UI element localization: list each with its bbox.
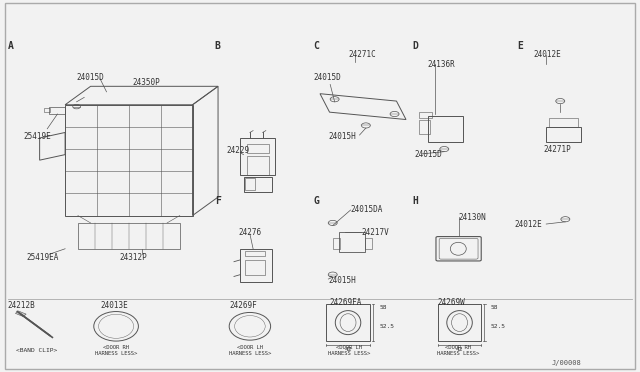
Bar bbox=[49, 107, 65, 114]
Text: 24217V: 24217V bbox=[362, 228, 389, 237]
Text: 24015H: 24015H bbox=[328, 276, 356, 285]
Text: 24271C: 24271C bbox=[349, 51, 376, 60]
Text: F: F bbox=[215, 196, 221, 206]
Text: C: C bbox=[314, 41, 319, 51]
Text: 24015H: 24015H bbox=[328, 132, 356, 141]
Bar bbox=[78, 223, 180, 249]
Bar bbox=[339, 232, 365, 253]
FancyBboxPatch shape bbox=[4, 3, 636, 369]
Text: 24130N: 24130N bbox=[459, 213, 486, 222]
Text: 25419E: 25419E bbox=[24, 132, 51, 141]
Bar bbox=[246, 178, 255, 190]
Text: 24015D: 24015D bbox=[314, 73, 341, 81]
Text: D: D bbox=[412, 41, 419, 51]
Bar bbox=[428, 116, 463, 142]
Text: <DOOR LH
HARNESS LESS>: <DOOR LH HARNESS LESS> bbox=[228, 345, 271, 356]
Text: 24015DA: 24015DA bbox=[351, 205, 383, 215]
Text: E: E bbox=[518, 41, 524, 51]
Bar bbox=[546, 127, 581, 142]
Bar bbox=[333, 238, 340, 249]
Text: 24229: 24229 bbox=[227, 147, 250, 155]
Text: 52.5: 52.5 bbox=[380, 324, 394, 329]
Text: G: G bbox=[314, 196, 319, 206]
Text: 24271P: 24271P bbox=[543, 145, 571, 154]
Text: H: H bbox=[412, 196, 419, 206]
Bar bbox=[365, 238, 372, 249]
Bar bbox=[246, 251, 264, 256]
Text: 24350P: 24350P bbox=[132, 78, 160, 87]
Bar bbox=[241, 249, 272, 282]
Text: 58: 58 bbox=[380, 305, 387, 310]
Bar bbox=[65, 105, 193, 215]
Text: A: A bbox=[8, 41, 13, 51]
Text: 25419EA: 25419EA bbox=[27, 253, 60, 263]
Text: 24015D: 24015D bbox=[414, 150, 442, 159]
Bar bbox=[15, 311, 26, 317]
Text: 24012E: 24012E bbox=[534, 51, 561, 60]
Text: <DOOR RH
HARNESS LESS>: <DOOR RH HARNESS LESS> bbox=[437, 345, 479, 356]
Bar bbox=[419, 112, 431, 118]
Bar bbox=[326, 304, 370, 341]
Text: 24212B: 24212B bbox=[8, 301, 35, 311]
Text: 24015D: 24015D bbox=[77, 73, 104, 81]
Text: 42: 42 bbox=[344, 347, 352, 352]
Text: 24276: 24276 bbox=[239, 228, 262, 237]
Text: 24269F: 24269F bbox=[230, 301, 257, 311]
Bar bbox=[549, 118, 578, 127]
Bar bbox=[246, 260, 264, 275]
Bar bbox=[241, 138, 275, 175]
Text: <DOOR LH
HARNESS LESS>: <DOOR LH HARNESS LESS> bbox=[328, 345, 370, 356]
Bar bbox=[438, 304, 481, 341]
Bar bbox=[244, 177, 272, 192]
Text: 42: 42 bbox=[456, 347, 463, 352]
Text: 24312P: 24312P bbox=[119, 253, 147, 263]
Text: 24269W: 24269W bbox=[438, 298, 466, 307]
Text: <BAND CLIP>: <BAND CLIP> bbox=[16, 348, 57, 353]
Text: J/00008: J/00008 bbox=[552, 360, 581, 366]
Bar bbox=[246, 157, 269, 175]
Text: <DOOR RH
HARNESS LESS>: <DOOR RH HARNESS LESS> bbox=[95, 345, 137, 356]
Bar bbox=[44, 109, 51, 112]
Text: B: B bbox=[215, 41, 221, 51]
Text: 58: 58 bbox=[491, 305, 499, 310]
Text: 24012E: 24012E bbox=[515, 220, 542, 229]
Text: 24269FA: 24269FA bbox=[330, 298, 362, 307]
Bar bbox=[419, 119, 429, 134]
Bar bbox=[246, 144, 269, 153]
Text: 52.5: 52.5 bbox=[491, 324, 506, 329]
Text: 24136R: 24136R bbox=[427, 60, 455, 69]
Text: 24013E: 24013E bbox=[100, 301, 128, 311]
